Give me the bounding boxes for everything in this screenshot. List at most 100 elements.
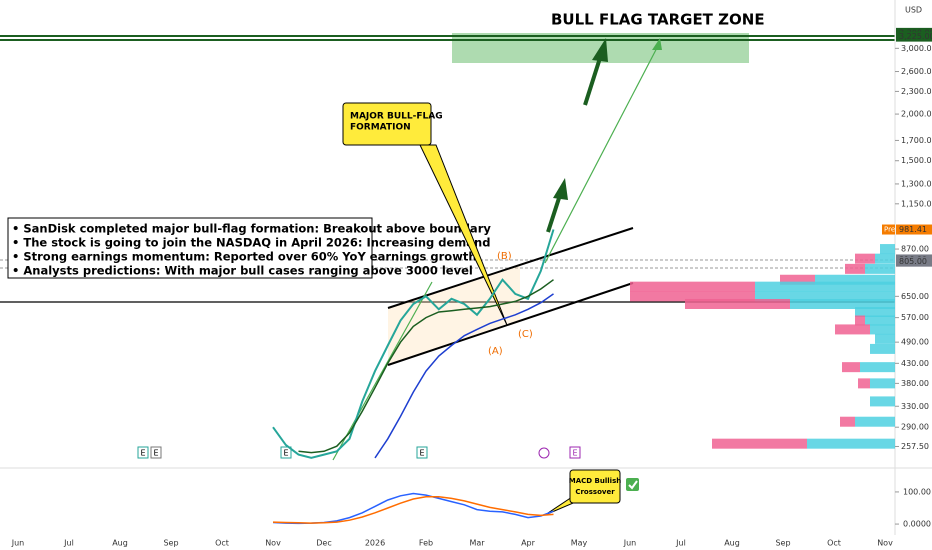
- volume-sell: [855, 315, 865, 326]
- callout-text: Crossover: [575, 488, 615, 496]
- x-tick-label: Aug: [112, 539, 128, 548]
- x-tick-label: 2026: [365, 539, 385, 548]
- check-icon: [628, 480, 638, 490]
- volume-sell: [858, 378, 870, 389]
- x-tick-label: Apr: [521, 539, 536, 548]
- x-tick-label: Sep: [163, 539, 178, 548]
- volume-buy: [865, 315, 895, 326]
- volume-buy: [855, 416, 895, 427]
- callout-text: MACD Bullish: [569, 477, 621, 485]
- series-line: [298, 279, 554, 454]
- volume-sell: [855, 253, 875, 264]
- y-tick-label: 290.00: [901, 423, 929, 432]
- event-label: E: [419, 449, 424, 458]
- volume-sell: [845, 263, 865, 274]
- callout-box: [342, 102, 432, 146]
- series-line: [272, 229, 555, 459]
- price-label: 805.00: [899, 257, 927, 266]
- event-icon: [280, 446, 292, 459]
- y-tick-label: 570.00: [901, 313, 929, 322]
- callout-text: MAJOR BULL-FLAG: [350, 112, 443, 122]
- price-label-box: [896, 256, 932, 267]
- channel-line: [387, 282, 634, 366]
- x-tick-label: Nov: [877, 539, 893, 548]
- y-tick-label: 3,000.00: [901, 44, 932, 53]
- y-tick-label: 1,700.00: [901, 136, 932, 145]
- event-icon: [569, 446, 581, 459]
- volume-buy: [865, 263, 895, 274]
- x-tick-label: Nov: [265, 539, 281, 548]
- volume-buy: [815, 274, 895, 285]
- y-tick-label: 100.00: [903, 487, 931, 496]
- x-tick-label: Mar: [469, 539, 485, 548]
- y-tick-label: 330.00: [901, 402, 929, 411]
- volume-buy: [807, 438, 895, 449]
- note: • The stock is going to join the NASDAQ …: [12, 236, 490, 250]
- volume-buy: [875, 333, 895, 344]
- volume-sell: [840, 416, 855, 427]
- note: • Strong earnings momentum: Reported ove…: [12, 250, 477, 264]
- x-tick-label: Oct: [215, 539, 229, 548]
- wave-label: (A): [488, 346, 503, 357]
- event-label: E: [153, 449, 158, 458]
- note: • SanDisk completed major bull-flag form…: [12, 222, 491, 236]
- y-tick-label: 1,500.00: [901, 156, 932, 165]
- event-icon: [150, 446, 162, 459]
- pre-label: Pre: [884, 226, 895, 234]
- y-tick-label: 490.00: [901, 338, 929, 347]
- event-label: E: [572, 449, 577, 458]
- wave-label: (B): [497, 251, 512, 262]
- volume-sell: [685, 298, 790, 309]
- x-tick-label: Oct: [827, 539, 841, 548]
- price-label-box: [896, 31, 932, 42]
- x-tick-label: Dec: [316, 539, 331, 548]
- callout-text: FORMATION: [350, 123, 411, 133]
- volume-buy: [870, 324, 895, 335]
- volume-buy: [790, 298, 895, 309]
- y-tick-label: 2,300.00: [901, 87, 932, 96]
- volume-sell: [842, 362, 860, 373]
- check-icon: [626, 478, 639, 491]
- volume-sell: [712, 438, 807, 449]
- y-tick-label: 430.00: [901, 359, 929, 368]
- y-tick-label: 2,000.00: [901, 110, 932, 119]
- currency: USD: [905, 6, 922, 15]
- y-tick-label: 380.00: [901, 379, 929, 388]
- price-label: 981.41: [899, 225, 927, 234]
- y-tick-label: 0.0000: [903, 520, 931, 529]
- x-tick-label: Jul: [675, 539, 686, 548]
- arrow: [544, 41, 661, 264]
- wave-label: (C): [518, 329, 533, 340]
- notes-box: [7, 217, 373, 279]
- chart-title: BULL FLAG TARGET ZONE: [551, 11, 765, 29]
- arrow: [583, 57, 602, 106]
- volume-sell: [780, 274, 815, 285]
- x-tick-label: May: [571, 539, 588, 548]
- x-tick-label: Jun: [623, 539, 637, 548]
- x-tick-label: Jul: [63, 539, 74, 548]
- arrow-head: [592, 38, 608, 62]
- y-tick-label: 257.50: [901, 442, 929, 451]
- x-tick-label: Aug: [724, 539, 740, 548]
- flag-area: [388, 265, 520, 365]
- x-tick-label: Jun: [11, 539, 25, 548]
- volume-buy: [875, 253, 895, 264]
- pre-box: [882, 224, 895, 235]
- x-tick-label: Feb: [419, 539, 433, 548]
- callout-box: [569, 469, 621, 504]
- volume-sell: [630, 291, 755, 302]
- y-tick-label: 870.00: [901, 245, 929, 254]
- price-label-box: [896, 224, 932, 235]
- event-icon: [538, 447, 550, 459]
- arrow-head: [652, 38, 662, 50]
- y-tick-label: 2,600.00: [901, 67, 932, 76]
- event-icon: [137, 446, 149, 459]
- volume-buy: [880, 244, 895, 255]
- note: • Analysts predictions: With major bull …: [12, 264, 473, 278]
- volume-buy: [870, 396, 895, 407]
- volume-buy: [870, 343, 895, 354]
- volume-buy: [860, 362, 895, 373]
- event-label: E: [140, 449, 145, 458]
- channel-line: [387, 227, 634, 309]
